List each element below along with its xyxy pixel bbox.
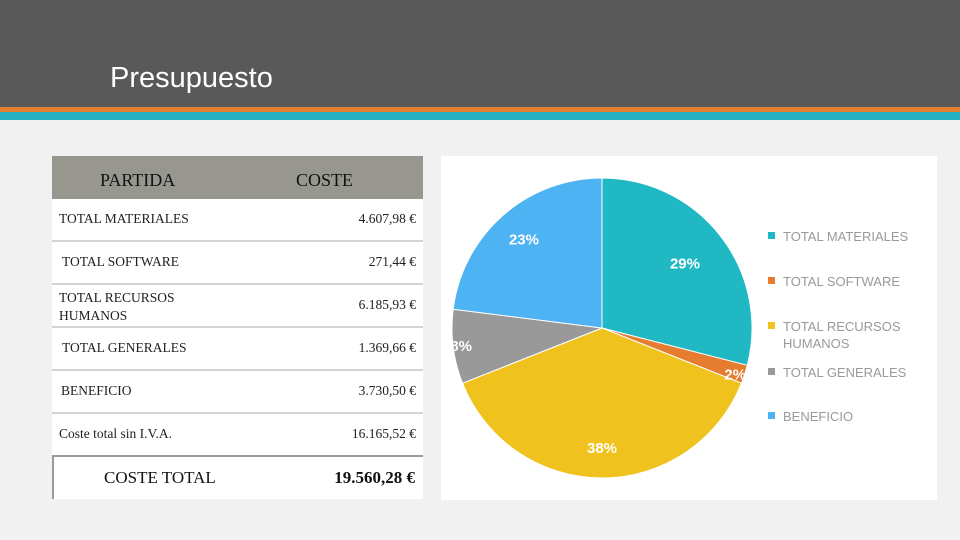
total-label: COSTE TOTAL xyxy=(104,468,216,487)
row-value: 271,44 € xyxy=(368,254,416,269)
row-label: TOTAL SOFTWARE xyxy=(62,254,180,269)
table-row: TOTAL RECURSOS HUMANOS 6.185,93 € xyxy=(52,283,423,326)
row-label: BENEFICIO xyxy=(61,383,132,398)
total-value: 19.560,28 € xyxy=(334,468,415,487)
table-row: TOTAL GENERALES 1.369,66 € xyxy=(52,326,423,369)
row-value: 1.369,66 € xyxy=(358,340,416,355)
header-partida: PARTIDA xyxy=(100,170,176,190)
pie-slice-total-materiales xyxy=(601,177,753,366)
legend-label: BENEFICIO xyxy=(783,409,853,424)
legend-label: TOTAL SOFTWARE xyxy=(783,274,900,289)
slide-header: Presupuesto xyxy=(0,0,960,107)
table-header: PARTIDA COSTE xyxy=(52,156,423,199)
table-row: TOTAL MATERIALES 4.607,98 € xyxy=(52,199,423,240)
legend-label: TOTAL MATERIALES xyxy=(783,229,909,244)
row-value: 3.730,50 € xyxy=(358,383,416,398)
row-value: 4.607,98 € xyxy=(358,211,416,226)
header-coste: COSTE xyxy=(296,170,354,190)
row-label: TOTAL MATERIALES xyxy=(59,211,189,226)
legend-swatch xyxy=(768,232,775,239)
slide-title: Presupuesto xyxy=(110,62,273,94)
row-label: TOTAL RECURSOS HUMANOS xyxy=(59,290,175,323)
legend-swatch xyxy=(768,368,775,375)
row-label: Coste total sin I.V.A. xyxy=(59,426,173,441)
legend-label: HUMANOS xyxy=(783,336,850,351)
pie-data-label: 23% xyxy=(509,231,539,248)
pie-data-label: 29% xyxy=(670,256,700,273)
legend-swatch xyxy=(768,412,775,419)
legend-label: TOTAL RECURSOS xyxy=(783,319,901,334)
row-label: TOTAL GENERALES xyxy=(62,340,187,355)
pie-data-label: 8% xyxy=(450,338,472,355)
pie-data-label: 2% xyxy=(724,367,746,384)
legend-swatch xyxy=(768,322,775,329)
table-total-row: COSTE TOTAL 19.560,28 € xyxy=(52,455,423,499)
pie-slice-beneficio xyxy=(452,177,603,329)
accent-stripe-orange xyxy=(0,107,960,112)
accent-stripe-teal xyxy=(0,112,960,120)
pie-slice-total-recursos-humanos xyxy=(461,327,743,479)
legend-label: TOTAL GENERALES xyxy=(783,365,907,380)
chart-legend: TOTAL MATERIALES TOTAL SOFTWARE TOTAL RECU… xyxy=(763,219,931,449)
pie-data-label: 38% xyxy=(587,440,617,457)
table-row: BENEFICIO 3.730,50 € xyxy=(52,369,423,412)
row-value: 6.185,93 € xyxy=(358,297,416,312)
budget-table: PARTIDA COSTE TOTAL MATERIALES 4.607,98 … xyxy=(52,156,423,499)
legend-swatch xyxy=(768,277,775,284)
pie-chart-panel: 29% 2% 38% 8% 23% TOTAL MATERIALES TOTAL SOFTW… xyxy=(441,156,937,500)
table-row: Coste total sin I.V.A. 16.165,52 € xyxy=(52,412,423,455)
pie-chart: 29% 2% 38% 8% 23% TOTAL MATERIALES TOTAL SOFTW… xyxy=(450,177,931,479)
row-value: 16.165,52 € xyxy=(351,426,416,441)
table-row: TOTAL SOFTWARE 271,44 € xyxy=(52,240,423,283)
